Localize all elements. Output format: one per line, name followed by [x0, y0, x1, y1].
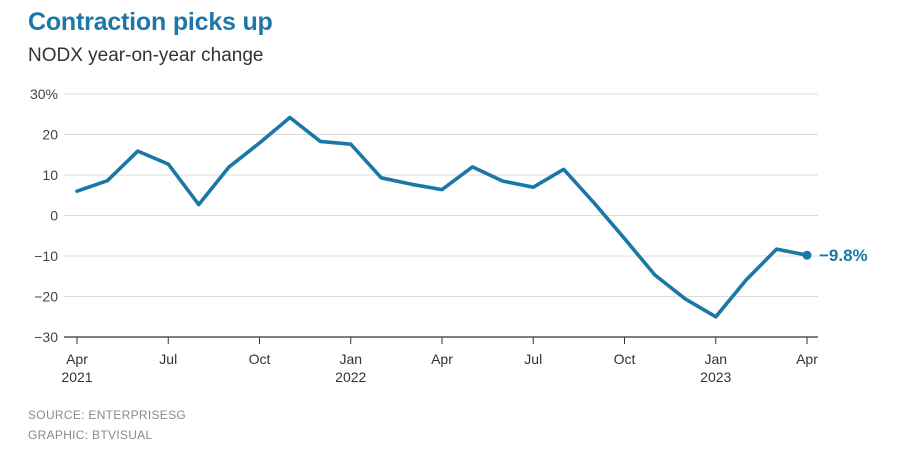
- x-tick-label: Apr: [796, 351, 818, 367]
- y-tick-label: −30: [34, 329, 58, 345]
- y-tick-label: 20: [42, 127, 58, 143]
- y-tick-label: 0: [50, 208, 58, 224]
- source-note: SOURCE: ENTERPRISESG: [28, 408, 187, 422]
- y-tick-label: −10: [34, 248, 58, 264]
- end-point-marker: [802, 250, 812, 260]
- x-tick-label: Jan: [704, 351, 727, 367]
- x-tick-year-label: 2022: [335, 369, 366, 385]
- end-value-label: −9.8%: [819, 246, 868, 265]
- x-tick-label: Oct: [614, 351, 636, 367]
- x-axis: Apr 2021 Jul Oct Jan 2022 Apr Jul Oct Jan 2023 Apr: [61, 337, 818, 385]
- x-tick-label: Apr: [66, 351, 88, 367]
- chart-title: Contraction picks up: [28, 8, 273, 36]
- x-tick-year-label: 2023: [700, 369, 731, 385]
- x-tick-label: Jul: [524, 351, 542, 367]
- x-tick-label: Jul: [159, 351, 177, 367]
- x-tick-year-label: 2021: [61, 369, 92, 385]
- y-axis: 30% 20 10 0 −10 −20 −30: [30, 86, 58, 345]
- x-tick-label: Jan: [339, 351, 362, 367]
- series-line: [75, 115, 809, 319]
- x-tick-label: Oct: [249, 351, 271, 367]
- y-tick-label: 10: [42, 167, 58, 183]
- graphic-credit: GRAPHIC: BTVISUAL: [28, 428, 153, 442]
- series-layer: −9.8%: [75, 115, 868, 319]
- y-tick-label: 30%: [30, 86, 58, 102]
- x-tick-label: Apr: [431, 351, 453, 367]
- chart-subtitle: NODX year-on-year change: [28, 45, 264, 66]
- y-tick-label: −20: [34, 289, 58, 305]
- gridlines: [64, 93, 818, 338]
